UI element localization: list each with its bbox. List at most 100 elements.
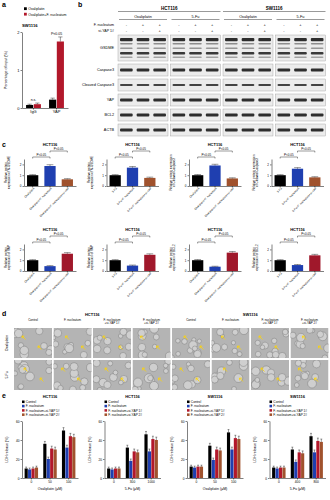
cell (212, 344, 220, 352)
arrow (38, 346, 42, 350)
error-bar (108, 467, 110, 468)
arrow (299, 368, 303, 372)
x-axis: 5-Fu5-Fu+F. nucleatum5-Fu+F. nucleatum+s… (272, 271, 324, 298)
cell (97, 335, 102, 340)
cell (126, 331, 131, 339)
x-tick: Oxaliplatin+F. nucleatum+si-YAP (204, 271, 236, 303)
legend-swatch (187, 405, 190, 408)
band (120, 69, 133, 72)
y-tick-mark (103, 478, 105, 479)
y-tick: 2 (102, 248, 106, 252)
error-bar (276, 467, 278, 468)
y-tick-label: 1 (20, 259, 22, 263)
y-tick-mark (270, 249, 272, 250)
band (120, 43, 133, 45)
y-tick-label: 2 (185, 163, 187, 167)
cell (252, 367, 260, 375)
error-bar (58, 37, 62, 42)
y-axis-line (189, 245, 190, 272)
bracket (50, 151, 67, 153)
label-line: of Cleaved Caspase3 (255, 158, 259, 187)
band (153, 57, 166, 58)
arrow (159, 378, 163, 382)
legend-swatch (22, 413, 25, 416)
sign: + (194, 22, 197, 27)
cell (222, 344, 228, 350)
y-axis-title: Relative protein expressionof Cleaved Ca… (252, 154, 259, 191)
error-bar (311, 254, 318, 256)
y-axis-title: LDH release (%) (88, 437, 92, 463)
x-tick: 800 (314, 478, 320, 484)
bar (72, 437, 75, 478)
bar (276, 469, 279, 479)
condition: F. nucleatum (64, 318, 82, 322)
cell (176, 352, 181, 357)
bar (193, 468, 196, 478)
bar (47, 459, 50, 478)
protein: Caspase3 (97, 68, 114, 72)
x-tick-label: 5-Fu (111, 271, 118, 278)
blot-box (171, 124, 221, 136)
y-tick-label: 0 (18, 477, 20, 481)
x-tick-label: 1000 (148, 480, 155, 484)
x-tick: 5-Fu (276, 186, 283, 193)
y-tick: 40 (263, 439, 269, 443)
cell (267, 374, 274, 381)
blot-box (118, 124, 168, 136)
error-bar (229, 177, 236, 179)
band (120, 129, 133, 132)
bracket (280, 242, 297, 244)
band (206, 114, 219, 117)
chart-title: HCT116 (290, 227, 305, 232)
blot-box (276, 94, 326, 106)
label-line: F. nucleatum (222, 318, 240, 322)
y-tick: 2 (185, 248, 189, 252)
error-bar (145, 431, 147, 434)
bar (212, 460, 215, 478)
bar (31, 469, 34, 479)
band (311, 69, 324, 72)
panel-label: c (2, 141, 6, 148)
bar (144, 255, 155, 271)
panel-e-chart: 02040600400800SW1116ControlF. nucleatumF… (253, 394, 327, 491)
y-axis-line (270, 422, 271, 479)
error-bar (32, 467, 34, 468)
legend-swatch (270, 405, 273, 408)
band (225, 114, 238, 117)
cell (322, 355, 328, 358)
cell (19, 366, 26, 373)
x-tick: YAP (53, 108, 61, 114)
x-tick-label: 0 (30, 480, 32, 484)
band (189, 84, 202, 86)
y-axis-line (107, 160, 108, 187)
cell (142, 352, 147, 357)
y-axis-line (24, 160, 25, 187)
x-tick-label: 5-Fu+F. nucleatum+si-YAP (126, 272, 152, 298)
y-tick-mark (186, 440, 188, 441)
y-tick: 40 (16, 439, 22, 443)
x-tick: 400 (295, 478, 301, 484)
error-bar (133, 449, 135, 451)
y-tick: 0 (267, 269, 271, 273)
bar (309, 436, 312, 478)
blot-box (276, 35, 326, 61)
sign: + (299, 22, 302, 27)
p-value: P<0.05 (284, 238, 294, 242)
bar (272, 468, 275, 478)
sign: + (263, 22, 266, 27)
y-tick-label: 0 (185, 269, 187, 273)
y-tick-mark (188, 260, 190, 261)
band (206, 84, 219, 86)
band (173, 84, 186, 86)
y-axis-title: Relative proteinexpression of N-GSDME (87, 156, 94, 189)
error-bar (51, 446, 53, 448)
sign: - (231, 22, 233, 27)
band (137, 69, 150, 72)
band (311, 99, 324, 102)
bar (227, 178, 238, 186)
x-tick: Oxaliplatin+F. nucleatum+si-YAP (39, 186, 71, 218)
y-axis: 012 (102, 245, 107, 274)
y-tick-mark (23, 271, 25, 272)
cell (54, 336, 56, 340)
error-bar (277, 174, 284, 176)
